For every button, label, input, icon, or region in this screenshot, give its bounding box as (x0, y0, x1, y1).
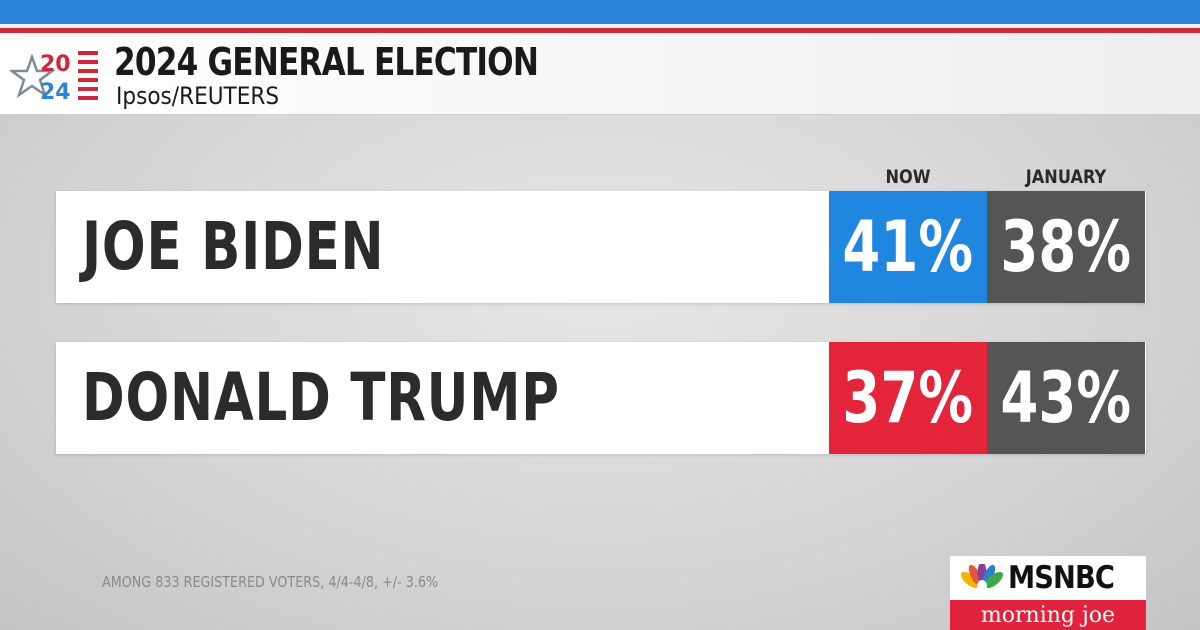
peacock-icon (960, 564, 1004, 592)
now-value-cell: 37% (829, 342, 987, 454)
january-value-cell: 38% (987, 191, 1145, 303)
column-header-now: NOW (885, 166, 931, 188)
election-2024-logo: 20 24 (10, 43, 106, 107)
candidate-name: DONALD TRUMP (82, 359, 560, 436)
show-name-bar: morning joe (950, 600, 1146, 630)
stripe-red (0, 28, 1200, 33)
now-value: 37% (842, 357, 974, 439)
top-stripe-band (0, 0, 1200, 38)
column-header-january: JANUARY (1025, 166, 1107, 188)
stripe-white (0, 24, 1200, 28)
logo-year-top: 20 (40, 52, 71, 77)
star-stripes-icon: 20 24 (10, 51, 98, 105)
show-name: morning joe (980, 602, 1116, 628)
header-bar: 20 24 2024 GENERAL ELECTION Ipsos/REUTER… (0, 33, 1200, 115)
logo-year-bottom: 24 (40, 80, 71, 105)
candidate-row-trump: DONALD TRUMP 37% 43% (56, 342, 1146, 454)
poll-footnote: AMONG 833 REGISTERED VOTERS, 4/4-4/8, +/… (102, 573, 439, 591)
network-branding: MSNBC morning joe (950, 556, 1146, 630)
january-value: 38% (1000, 206, 1132, 288)
poll-source: Ipsos/REUTERS (116, 82, 280, 110)
network-name: MSNBC (1008, 560, 1115, 596)
now-value: 41% (842, 206, 974, 288)
january-value-cell: 43% (987, 342, 1145, 454)
now-value-cell: 41% (829, 191, 987, 303)
page-title: 2024 GENERAL ELECTION (114, 40, 539, 84)
candidate-row-biden: JOE BIDEN 41% 38% (56, 191, 1146, 303)
msnbc-logo: MSNBC (950, 556, 1146, 600)
january-value: 43% (1000, 357, 1132, 439)
candidate-name: JOE BIDEN (82, 208, 385, 285)
